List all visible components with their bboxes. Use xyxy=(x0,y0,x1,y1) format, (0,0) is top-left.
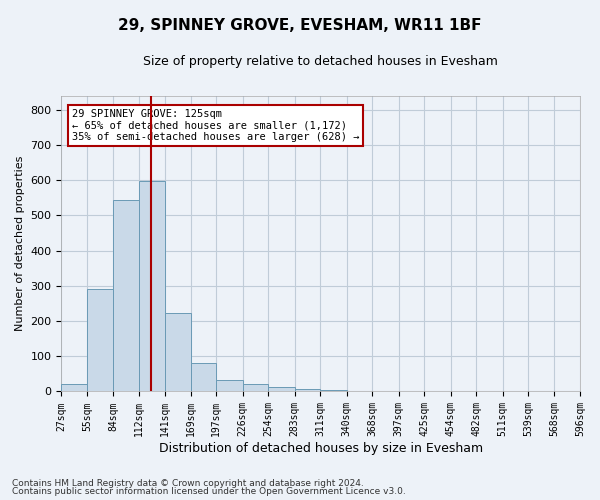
Title: Size of property relative to detached houses in Evesham: Size of property relative to detached ho… xyxy=(143,55,498,68)
Bar xyxy=(295,388,320,392)
Y-axis label: Number of detached properties: Number of detached properties xyxy=(15,156,25,331)
Bar xyxy=(268,387,295,392)
Bar xyxy=(139,181,166,392)
Bar xyxy=(320,390,347,392)
X-axis label: Distribution of detached houses by size in Evesham: Distribution of detached houses by size … xyxy=(158,442,483,455)
Bar xyxy=(243,384,268,392)
Bar xyxy=(61,384,87,392)
Bar xyxy=(217,380,243,392)
Bar xyxy=(87,290,113,392)
Bar xyxy=(113,200,139,392)
Text: 29, SPINNEY GROVE, EVESHAM, WR11 1BF: 29, SPINNEY GROVE, EVESHAM, WR11 1BF xyxy=(118,18,482,32)
Text: Contains public sector information licensed under the Open Government Licence v3: Contains public sector information licen… xyxy=(12,487,406,496)
Bar xyxy=(191,364,217,392)
Text: 29 SPINNEY GROVE: 125sqm
← 65% of detached houses are smaller (1,172)
35% of sem: 29 SPINNEY GROVE: 125sqm ← 65% of detach… xyxy=(72,109,359,142)
Text: Contains HM Land Registry data © Crown copyright and database right 2024.: Contains HM Land Registry data © Crown c… xyxy=(12,478,364,488)
Bar xyxy=(166,314,191,392)
